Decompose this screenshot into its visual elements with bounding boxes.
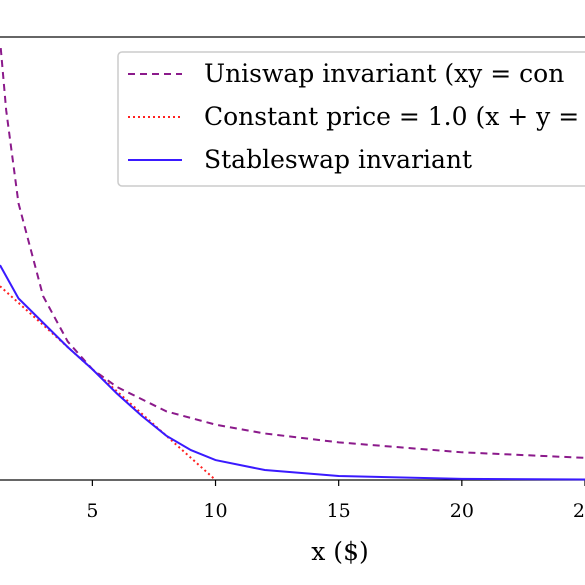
- x-axis-label: x ($): [311, 537, 368, 566]
- series-line: [0, 264, 585, 481]
- axes-frame: [0, 36, 585, 481]
- x-tick-label: 5: [86, 500, 98, 522]
- x-tick-label: 20: [450, 500, 474, 522]
- legend-label: Constant price = 1.0 (x + y =: [204, 102, 579, 131]
- series-line: [0, 47, 585, 459]
- legend-label: Stableswap invariant: [204, 145, 472, 174]
- series-line: [0, 285, 217, 481]
- legend-label: Uniswap invariant (xy = con: [204, 59, 564, 88]
- legend: Uniswap invariant (xy = con Constant pric…: [117, 51, 585, 187]
- x-tick-label: 15: [327, 500, 351, 522]
- legend-box: [117, 51, 585, 187]
- x-tick-label: 25: [573, 500, 585, 522]
- x-tick-label: 10: [203, 500, 227, 522]
